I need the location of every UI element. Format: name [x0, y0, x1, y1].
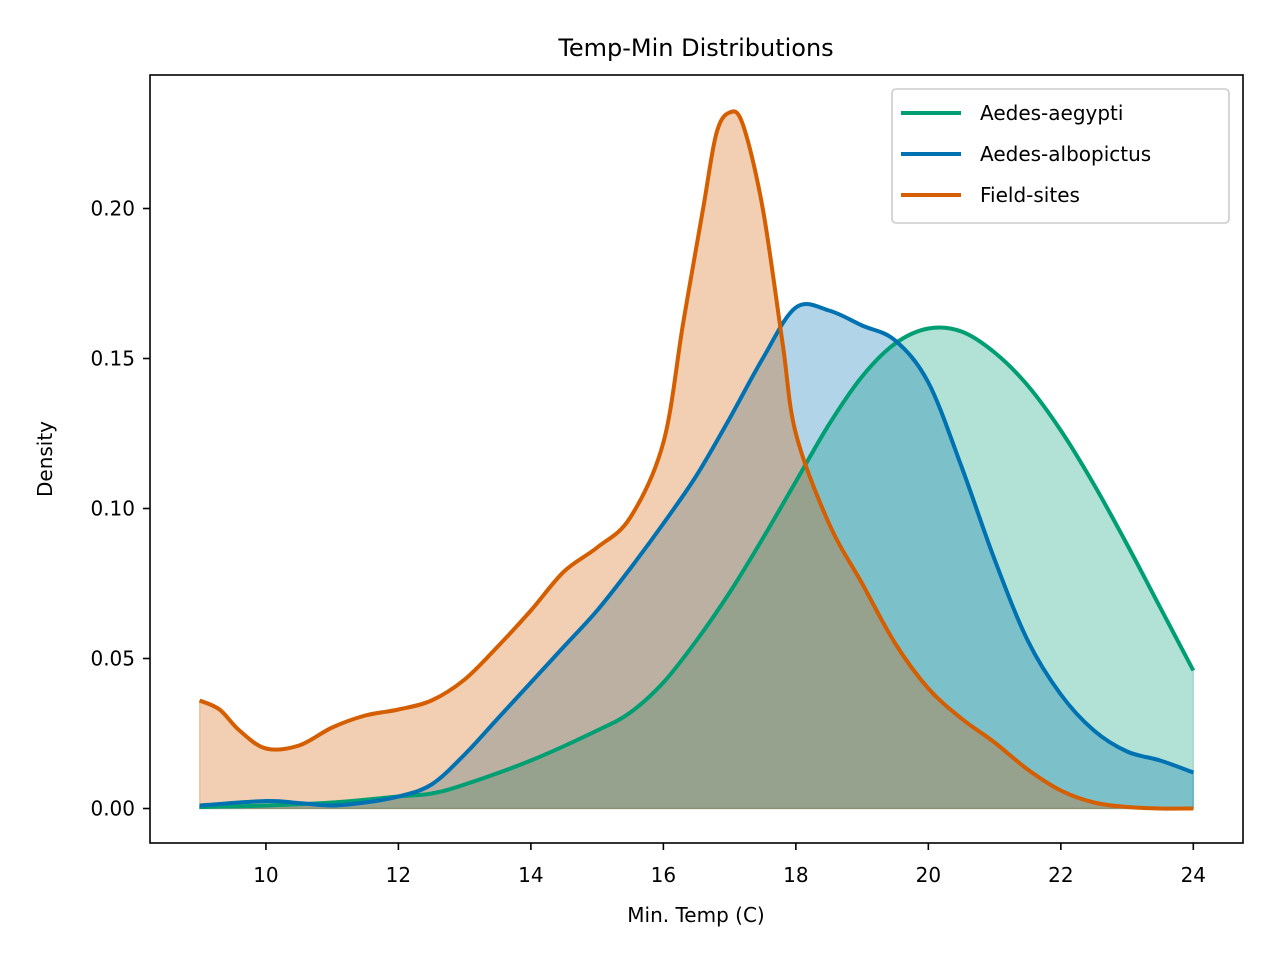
series-lines — [198, 109, 1196, 811]
y-tick-label: 0.00 — [90, 797, 135, 821]
chart-title: Temp-Min Distributions — [557, 34, 833, 62]
y-tick-label: 0.15 — [90, 347, 135, 371]
x-tick-label: 16 — [651, 863, 676, 887]
plot-area-frame — [149, 74, 1244, 844]
x-tick-label: 22 — [1048, 863, 1073, 887]
y-tick-label: 0.20 — [90, 197, 135, 221]
x-tick-label: 14 — [518, 863, 543, 887]
legend-label-aedes-albopictus: Aedes-albopictus — [980, 142, 1151, 166]
x-tick-label: 18 — [783, 863, 808, 887]
y-tick-label: 0.10 — [90, 497, 135, 521]
x-tick-label: 20 — [916, 863, 941, 887]
y-axis-ticks: 0.00 0.05 0.10 0.15 0.20 — [90, 197, 150, 821]
line-aedes-aegypti — [199, 325, 1196, 809]
legend-box — [891, 88, 1230, 224]
legend: Aedes-aegypti Aedes-albopictus Field-sites — [891, 88, 1230, 224]
x-axis-label: Min. Temp (C) — [627, 903, 764, 927]
x-tick-label: 12 — [386, 863, 411, 887]
y-axis-label: Density — [33, 421, 57, 497]
line-field-sites — [198, 109, 1194, 811]
x-tick-label: 24 — [1181, 863, 1206, 887]
x-tick-label: 10 — [253, 863, 278, 887]
y-tick-label: 0.05 — [90, 647, 135, 671]
legend-label-field-sites: Field-sites — [980, 183, 1080, 207]
line-aedes-albopictus — [199, 302, 1195, 808]
legend-label-aedes-aegypti: Aedes-aegypti — [980, 101, 1123, 125]
x-axis-ticks: 10 12 14 16 18 20 22 24 — [253, 843, 1206, 887]
